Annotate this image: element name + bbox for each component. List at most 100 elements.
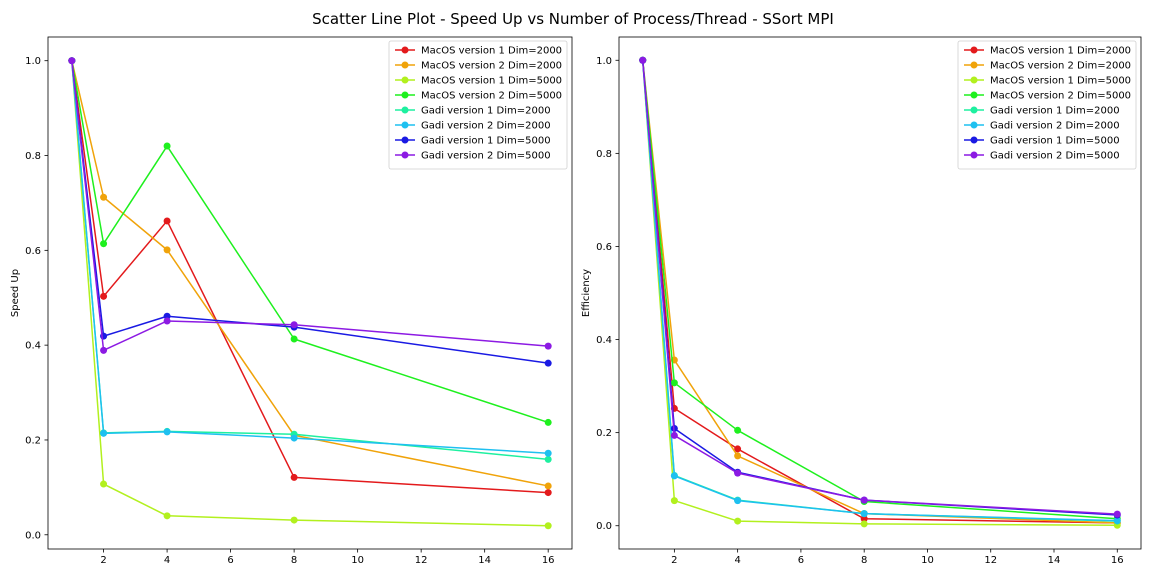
y-tick-label: 0.2 (596, 428, 612, 439)
x-tick-label: 4 (164, 555, 170, 566)
legend-box (957, 40, 1137, 170)
legend-marker (401, 76, 409, 84)
legend-entry: Gadi version 2 Dim=2000 (990, 121, 1120, 132)
data-point (734, 445, 742, 453)
legend-marker (970, 106, 978, 114)
legend-marker (970, 121, 978, 129)
data-point (163, 512, 171, 520)
y-tick-label: 1.0 (25, 56, 41, 67)
x-tick-label: 12 (415, 555, 428, 566)
legend-entry: MacOS version 2 Dim=2000 (990, 61, 1131, 72)
data-point (163, 246, 171, 254)
legend-entry: MacOS version 1 Dim=5000 (421, 76, 562, 87)
data-point (1113, 510, 1121, 518)
legend-entry: Gadi version 1 Dim=2000 (990, 106, 1120, 117)
data-point (100, 240, 108, 248)
y-tick-label: 0.4 (596, 335, 612, 346)
y-tick-label: 1.0 (596, 56, 612, 67)
legend-entry: Gadi version 1 Dim=5000 (990, 136, 1120, 147)
legend-entry: Gadi version 2 Dim=5000 (421, 151, 551, 162)
data-point (544, 482, 552, 490)
x-tick-label: 14 (1048, 555, 1061, 566)
data-point (860, 496, 868, 504)
data-point (68, 57, 76, 65)
data-point (544, 359, 552, 367)
data-point (100, 429, 108, 437)
data-point (100, 193, 108, 201)
plot-frame (618, 36, 1142, 550)
data-point (639, 56, 647, 64)
legend-marker (401, 136, 409, 144)
data-point (670, 472, 678, 480)
x-tick-label: 10 (921, 555, 934, 566)
legend-entry: MacOS version 2 Dim=5000 (421, 91, 562, 102)
legend-entry: MacOS version 1 Dim=2000 (421, 46, 562, 57)
data-point (1113, 517, 1121, 525)
legend-marker (970, 76, 978, 84)
legend-entry: MacOS version 1 Dim=5000 (990, 76, 1131, 87)
data-point (734, 469, 742, 477)
x-tick-label: 8 (291, 555, 297, 566)
y-axis-label: Speed Up (10, 269, 21, 317)
x-tick-label: 6 (798, 555, 804, 566)
legend-entry: Gadi version 2 Dim=2000 (421, 121, 551, 132)
x-tick-label: 16 (1111, 555, 1124, 566)
y-tick-label: 0.6 (596, 242, 612, 253)
legend-marker (401, 91, 409, 99)
y-tick-label: 0.6 (25, 246, 41, 257)
data-point (100, 480, 108, 488)
legend-entry: Gadi version 1 Dim=2000 (421, 106, 551, 117)
legend-marker (970, 91, 978, 99)
data-point (670, 497, 678, 505)
data-point (734, 452, 742, 460)
legend-box (388, 40, 568, 170)
data-point (100, 346, 108, 354)
data-point (734, 426, 742, 434)
data-point (860, 510, 868, 518)
y-tick-label: 0.4 (25, 341, 41, 352)
data-point (860, 520, 868, 528)
data-point (544, 449, 552, 457)
legend-marker (401, 121, 409, 129)
x-tick-label: 6 (227, 555, 233, 566)
legend-entry: Gadi version 2 Dim=5000 (990, 151, 1120, 162)
data-point (290, 434, 298, 442)
y-tick-label: 0.0 (596, 521, 612, 532)
data-point (163, 317, 171, 325)
legend-marker (970, 151, 978, 159)
data-point (544, 455, 552, 463)
y-axis-label: Efficiency (581, 269, 592, 317)
data-point (290, 335, 298, 343)
legend-marker (401, 151, 409, 159)
x-tick-label: 2 (671, 555, 677, 566)
data-point (670, 379, 678, 387)
x-tick-label: 4 (734, 555, 740, 566)
efficiency-chart: 2 4 6 8 10 12 14 16 0.0 0.2 0.4 0.6 0.8 1.0 Efficiency… (581, 36, 1142, 566)
data-point (670, 431, 678, 439)
data-point (544, 418, 552, 426)
y-tick-label: 0.2 (25, 435, 41, 446)
legend-marker (970, 61, 978, 69)
legend-entry: Gadi version 1 Dim=5000 (421, 136, 551, 147)
data-point (163, 142, 171, 150)
data-point (734, 517, 742, 525)
data-point (860, 515, 868, 523)
data-point (163, 428, 171, 436)
legend-entry: MacOS version 2 Dim=5000 (990, 91, 1131, 102)
data-point (290, 473, 298, 481)
x-tick-label: 12 (984, 555, 997, 566)
data-point (734, 497, 742, 505)
x-tick-label: 2 (100, 555, 106, 566)
legend-marker (970, 46, 978, 54)
data-point (544, 522, 552, 530)
data-point (544, 489, 552, 497)
speedup-chart: 2 4 6 8 10 12 14 16 0.0 0.2 0.4 0.6 0.8 1.0 Speed Up Ma… (10, 36, 573, 566)
legend-marker (401, 106, 409, 114)
x-tick-label: 14 (478, 555, 491, 566)
data-point (100, 292, 108, 300)
y-tick-label: 0.0 (25, 530, 41, 541)
figure-title: Scatter Line Plot - Speed Up vs Number o… (312, 10, 834, 28)
data-point (290, 321, 298, 329)
